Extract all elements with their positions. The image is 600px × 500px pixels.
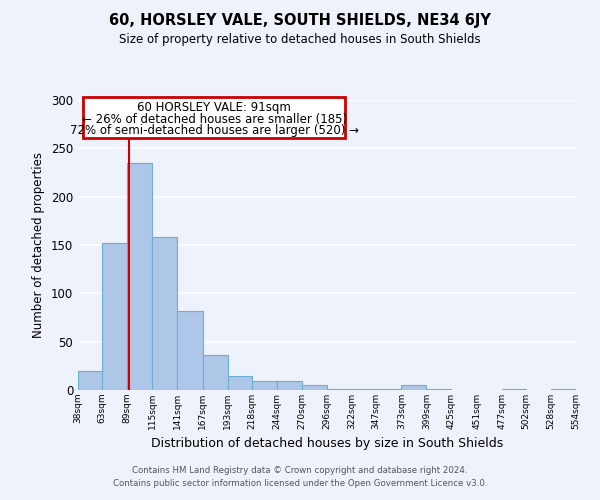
Bar: [502, 389, 526, 390]
Bar: [203, 355, 227, 390]
FancyBboxPatch shape: [83, 97, 346, 138]
Bar: [551, 389, 576, 390]
Bar: [127, 163, 152, 390]
Bar: [252, 382, 277, 390]
Bar: [78, 370, 102, 390]
Bar: [102, 243, 127, 390]
Bar: [376, 389, 401, 390]
Text: Size of property relative to detached houses in South Shields: Size of property relative to detached ho…: [119, 32, 481, 46]
Bar: [152, 238, 178, 390]
Text: 60 HORSLEY VALE: 91sqm: 60 HORSLEY VALE: 91sqm: [137, 101, 291, 114]
Bar: [227, 376, 252, 390]
Text: 72% of semi-detached houses are larger (520) →: 72% of semi-detached houses are larger (…: [70, 124, 359, 138]
Bar: [401, 385, 427, 390]
Text: 60, HORSLEY VALE, SOUTH SHIELDS, NE34 6JY: 60, HORSLEY VALE, SOUTH SHIELDS, NE34 6J…: [109, 12, 491, 28]
Bar: [327, 389, 352, 390]
Bar: [427, 389, 451, 390]
Bar: [302, 385, 327, 390]
Bar: [277, 382, 302, 390]
Text: ← 26% of detached houses are smaller (185): ← 26% of detached houses are smaller (18…: [82, 113, 347, 126]
Bar: [178, 310, 203, 390]
X-axis label: Distribution of detached houses by size in South Shields: Distribution of detached houses by size …: [151, 438, 503, 450]
Bar: [352, 389, 376, 390]
Text: Contains HM Land Registry data © Crown copyright and database right 2024.
Contai: Contains HM Land Registry data © Crown c…: [113, 466, 487, 487]
Y-axis label: Number of detached properties: Number of detached properties: [32, 152, 46, 338]
